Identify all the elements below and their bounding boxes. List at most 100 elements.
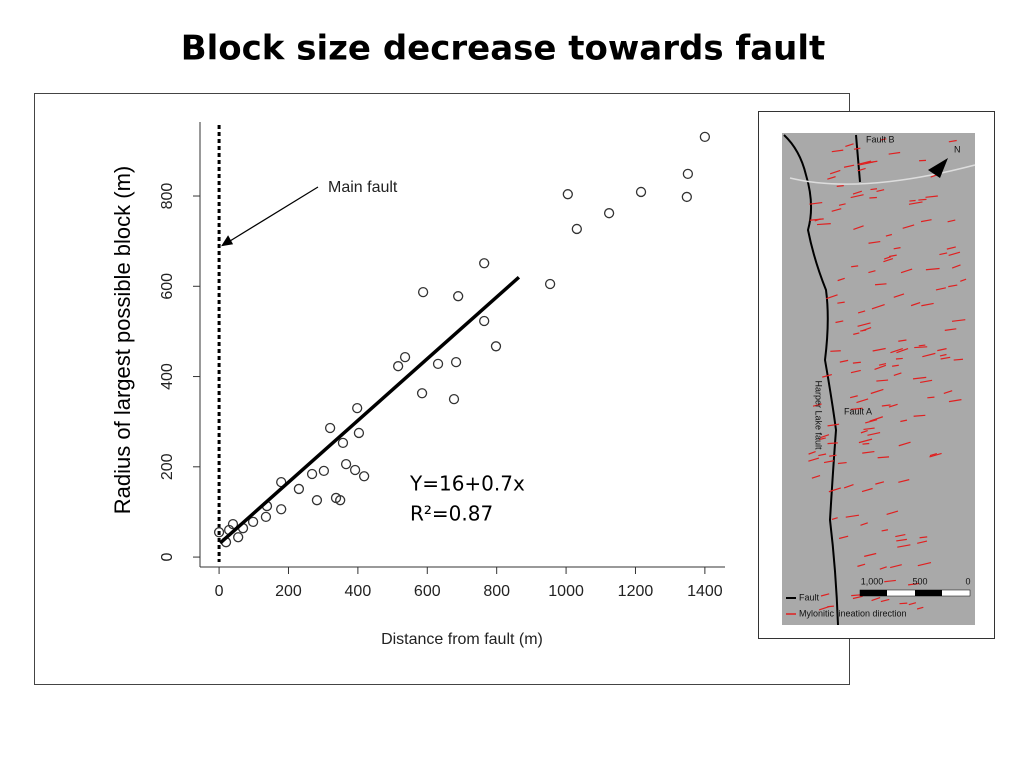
map-lineation	[837, 277, 845, 282]
x-tick-label: 0	[215, 583, 224, 600]
map-lineation	[943, 390, 953, 395]
map-label: Fault B	[866, 134, 895, 144]
annotation-arrow	[222, 186, 319, 246]
map-lineation	[864, 552, 877, 557]
map-lineation	[937, 348, 947, 352]
y-tick-label: 200	[159, 453, 176, 480]
point	[490, 341, 502, 352]
map-lineation	[845, 143, 854, 148]
map-fault	[783, 134, 839, 626]
y-axis-label: Radius of largest possible block (m)	[110, 166, 135, 514]
map-lineation	[817, 223, 831, 226]
point	[417, 286, 429, 298]
map-scale-label: 0	[965, 576, 970, 586]
map-lineation	[872, 347, 886, 352]
fit-line	[218, 275, 521, 545]
map-lineation	[879, 566, 887, 570]
map-lineation	[929, 453, 938, 457]
map-lineation	[880, 138, 887, 141]
map-fault-b	[855, 134, 861, 183]
map-lineation	[881, 529, 889, 532]
map-lineation	[922, 352, 936, 358]
plot: 0 200 400 600 800 1000 1200 1400 0 200 400 600 800 Di…	[110, 122, 725, 648]
map-lineation	[917, 540, 928, 544]
map-lineation	[910, 302, 921, 307]
point	[544, 278, 556, 290]
point	[233, 532, 244, 543]
map-lineation	[896, 347, 909, 354]
map-lineation	[865, 419, 878, 424]
point	[392, 361, 404, 372]
map-lineation	[829, 169, 841, 175]
map-lineation	[870, 388, 884, 395]
map-lineation	[857, 563, 866, 567]
map-scale-label: 1,000	[861, 576, 884, 586]
map-lineation	[895, 533, 906, 538]
point	[635, 186, 647, 198]
map-lineation	[858, 438, 873, 444]
map-lineation	[868, 270, 876, 274]
map-lineation	[939, 353, 947, 357]
equation: Y=16+0.7x	[409, 472, 525, 496]
point	[337, 437, 349, 449]
map-lineation	[852, 361, 861, 364]
annotation: Main fault	[328, 179, 398, 196]
map-lineation	[808, 457, 820, 462]
point	[358, 471, 370, 482]
map-lineation	[929, 452, 942, 458]
map-lineation	[843, 164, 855, 168]
map-lineation	[860, 329, 867, 332]
map-lineation	[838, 203, 846, 206]
map-lineation	[876, 379, 889, 382]
map-lineation	[871, 303, 885, 310]
map-lineation	[874, 283, 887, 286]
map-lineation	[862, 442, 870, 445]
map-lineation	[868, 240, 881, 244]
chart-frame	[34, 93, 850, 685]
map-lineation	[863, 427, 875, 431]
map-label: Harper Lake fault	[814, 380, 824, 450]
map-lineation	[896, 538, 907, 542]
map-north: N	[954, 144, 961, 154]
map-lineation	[899, 602, 908, 605]
map-lineation	[853, 225, 864, 231]
map-lineation	[927, 396, 935, 399]
map-lineation	[898, 479, 910, 483]
map-lineation	[900, 419, 908, 423]
map-lineation	[809, 218, 824, 221]
map-lineation	[818, 437, 826, 441]
map-lineation	[898, 441, 911, 447]
map-lineation	[908, 201, 923, 205]
map-lineation	[885, 233, 893, 237]
map-lineation	[939, 252, 948, 256]
point	[681, 191, 692, 203]
map-lineation	[893, 372, 902, 376]
point	[311, 495, 323, 506]
map-lineation	[860, 522, 868, 526]
point	[349, 464, 361, 476]
map-lineation	[890, 347, 903, 354]
x-tick-label: 1000	[548, 583, 584, 600]
map-lineation	[871, 596, 881, 602]
map-lineation	[843, 484, 854, 489]
map-lineation	[913, 414, 926, 417]
map-scale-seg	[915, 590, 942, 596]
map-lineation	[878, 362, 887, 366]
map-lineation	[830, 350, 841, 352]
map-lineation	[920, 379, 933, 384]
point	[352, 402, 363, 414]
map-lineation	[811, 474, 821, 479]
map-lineation	[908, 582, 920, 586]
map-lineation	[837, 461, 847, 465]
map-lineation	[831, 208, 842, 212]
map-legend-text: Mylonitic lineation direction	[799, 608, 907, 618]
point	[227, 518, 239, 530]
map-lineation	[918, 344, 926, 347]
map-lineation	[852, 190, 863, 195]
map-lineation	[888, 151, 901, 155]
map-lineation	[827, 176, 836, 180]
map-lineation	[902, 224, 915, 229]
y-tick-label: 600	[159, 273, 176, 300]
map-lineation	[827, 605, 834, 608]
